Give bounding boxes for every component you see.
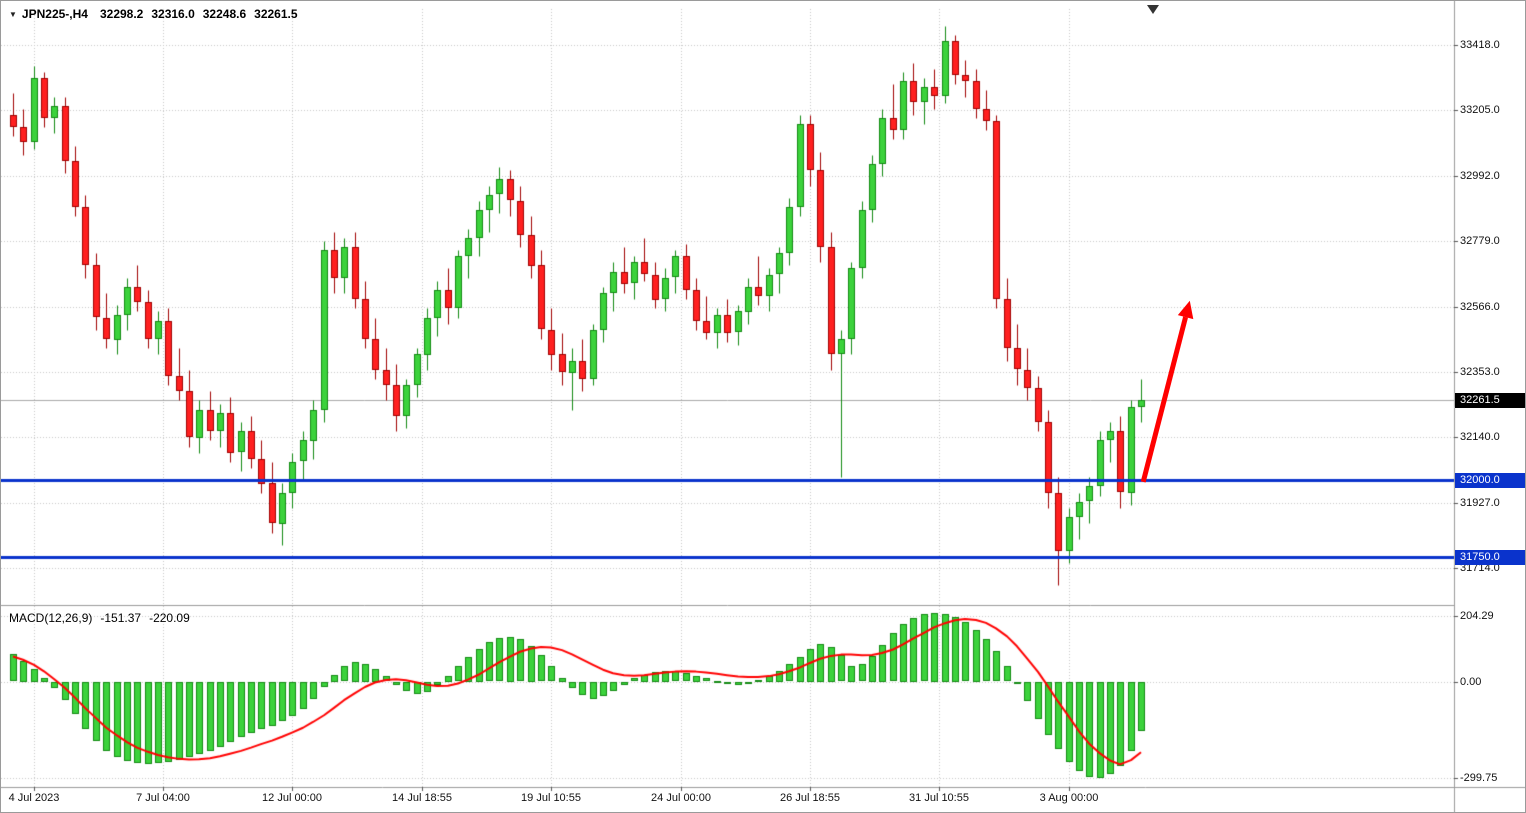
time-tick-label: 7 Jul 04:00 [136, 792, 190, 804]
macd-main-value: -151.37 [100, 611, 142, 625]
ohlc-low-value: 32248.6 [202, 7, 247, 21]
price-tick-label: 32779.0 [1460, 235, 1500, 247]
price-tick-label: 33418.0 [1460, 39, 1500, 51]
macd-name-label: MACD(12,26,9) [9, 611, 93, 625]
ohlc-high-value: 32316.0 [151, 7, 195, 21]
price-tick-label: 32353.0 [1460, 366, 1500, 378]
time-tick-label: 24 Jul 00:00 [651, 792, 711, 804]
time-tick-label: 31 Jul 10:55 [909, 792, 969, 804]
price-tick-label: 32566.0 [1460, 301, 1500, 313]
symbol-timeframe-label: JPN225-,H4 [21, 7, 88, 21]
time-tick-label: 26 Jul 18:55 [780, 792, 840, 804]
macd-signal-value: -220.09 [149, 611, 190, 625]
price-tick-label: 31714.0 [1460, 562, 1500, 574]
level-price-tag: 32000.0 [1455, 473, 1525, 488]
level-price-tag: 31750.0 [1455, 550, 1525, 565]
ohlc-close-value: 32261.5 [254, 7, 298, 21]
symbol-dropdown-icon: ▼ [9, 9, 17, 19]
chart-ohlc-header: ▼ JPN225-,H4 32298.2 32316.0 32248.6 322… [9, 7, 306, 21]
price-tick-label: 32140.0 [1460, 431, 1500, 443]
time-tick-label: 19 Jul 10:55 [521, 792, 581, 804]
macd-tick-label: 204.29 [1460, 610, 1494, 622]
price-tick-label: 32992.0 [1460, 170, 1500, 182]
time-tick-label: 4 Jul 2023 [8, 792, 60, 804]
price-tick-label: 31927.0 [1460, 497, 1500, 509]
time-tick-label: 12 Jul 00:00 [262, 792, 322, 804]
macd-indicator-label: MACD(12,26,9) -151.37 -220.09 [9, 611, 198, 625]
time-tick-label: 3 Aug 00:00 [1039, 792, 1099, 804]
current-price-tag: 32261.5 [1455, 393, 1525, 408]
price-tick-label: 33205.0 [1460, 104, 1500, 116]
time-tick-label: 14 Jul 18:55 [392, 792, 452, 804]
macd-tick-label: 0.00 [1460, 676, 1482, 688]
macd-tick-label: -299.75 [1460, 772, 1498, 784]
ohlc-open-value: 32298.2 [99, 7, 144, 21]
chart-shift-marker-icon[interactable] [1147, 5, 1159, 14]
